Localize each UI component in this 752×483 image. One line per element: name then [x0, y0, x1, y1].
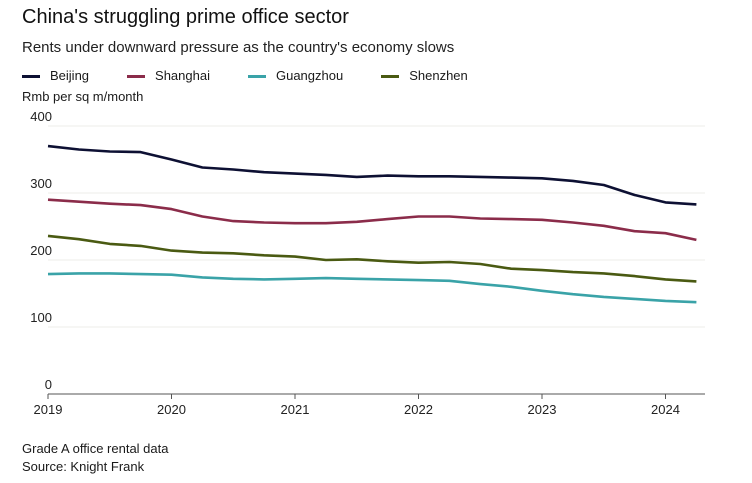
x-tick-label: 2022: [404, 402, 433, 417]
legend-swatch: [127, 74, 146, 78]
chart-subtitle: Rents under downward pressure as the cou…: [22, 39, 455, 56]
series-line-guangzhou: [47, 272, 697, 304]
x-tick-label: 2024: [651, 402, 680, 417]
legend-label: Beijing: [50, 68, 90, 83]
legend-label: Guangzhou: [275, 68, 344, 83]
x-tick-label: 2023: [528, 402, 557, 417]
legend-swatch: [381, 74, 400, 78]
source-text: Source: Knight Frank: [22, 459, 145, 474]
note-text: Grade A office rental data: [22, 441, 169, 456]
chart-notes: Grade A office rental data Source: Knigh…: [22, 440, 168, 476]
x-tick-label: 2021: [281, 402, 310, 417]
y-tick-label: 300: [30, 176, 52, 191]
series-line-beijing: [47, 144, 697, 206]
legend-item-shenzhen: Shenzhen: [381, 68, 468, 84]
legend: Beijing Shanghai Guangzhou Shenzhen: [22, 68, 506, 84]
chart-title: China's struggling prime office sector: [22, 6, 349, 28]
series-line-shanghai: [47, 198, 697, 242]
y-tick-label: 200: [30, 243, 52, 258]
legend-item-guangzhou: Guangzhou: [247, 68, 344, 84]
y-axis-label: Rmb per sq m/month: [22, 89, 144, 104]
series-line-shenzhen: [47, 234, 697, 283]
legend-item-beijing: Beijing: [22, 68, 89, 84]
legend-label: Shanghai: [155, 68, 210, 83]
x-tick-label: 2020: [157, 402, 186, 417]
y-tick-label: 0: [45, 377, 52, 392]
legend-swatch: [247, 74, 266, 78]
legend-item-shanghai: Shanghai: [127, 68, 210, 84]
x-tick-label: 2019: [34, 402, 63, 417]
y-tick-label: 100: [30, 310, 52, 325]
legend-swatch: [22, 74, 40, 78]
legend-label: Shenzhen: [409, 68, 468, 83]
y-tick-label: 400: [30, 109, 52, 124]
